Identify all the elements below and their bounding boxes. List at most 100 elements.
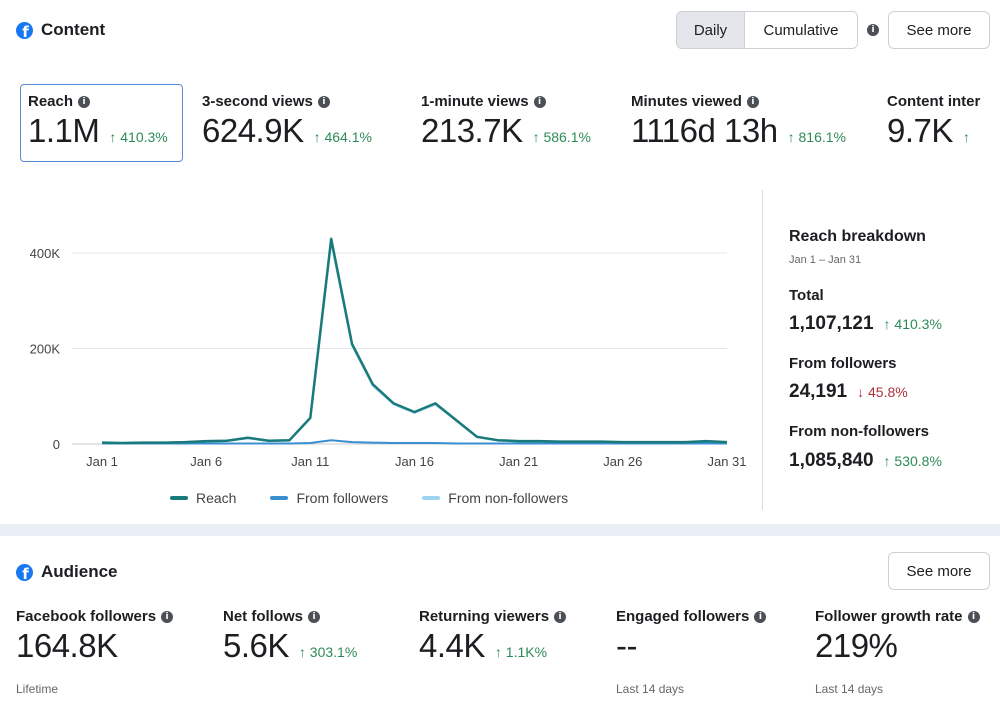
metric-value: 213.7K	[421, 112, 523, 149]
metric-value: 164.8K	[16, 627, 118, 664]
x-tick-label: Jan 31	[707, 454, 746, 469]
info-icon[interactable]: i	[78, 95, 91, 108]
metric-returning-viewers[interactable]: Returning viewers i 4.4K ↑ 1.1K%	[419, 608, 567, 665]
section-divider	[0, 524, 1000, 536]
legend-label: From followers	[296, 490, 389, 506]
x-tick-label: Jan 26	[603, 454, 642, 469]
metric-content-interactions[interactable]: Content inter 9.7K ↑	[887, 93, 1000, 171]
metric-label: Facebook followers	[16, 608, 157, 625]
metric-value: 624.9K	[202, 112, 304, 149]
x-tick-label: Jan 11	[291, 454, 329, 469]
chart-divider	[762, 190, 763, 510]
metric-label: Engaged followers	[616, 608, 750, 625]
y-tick-label: 200K	[30, 342, 61, 357]
metric-value: 4.4K	[419, 627, 485, 664]
info-icon[interactable]: i	[317, 95, 330, 108]
y-tick-label: 400K	[30, 246, 61, 261]
metric-facebook-followers[interactable]: Facebook followers i 164.8K	[16, 608, 174, 665]
breakdown-total-value: 1,107,121	[789, 313, 874, 334]
info-icon[interactable]: i	[746, 95, 759, 108]
info-icon[interactable]: i	[161, 610, 174, 623]
audience-see-more-button[interactable]: See more	[888, 552, 990, 590]
breakdown-followers-label: From followers	[789, 355, 897, 372]
info-icon[interactable]: i	[308, 610, 321, 623]
engaged-sub-label: Last 14 days	[616, 682, 685, 696]
metric-label: Reach	[28, 93, 74, 110]
breakdown-followers-value: 24,191	[789, 381, 848, 402]
cumulative-toggle-button[interactable]: Cumulative	[745, 12, 857, 48]
y-tick-label: 0	[53, 437, 60, 452]
breakdown-total-label: Total	[789, 287, 824, 304]
content-title: Content	[41, 20, 106, 39]
metric-reach[interactable]: Reach i 1.1M ↑ 410.3%	[20, 84, 183, 162]
breakdown-followers-row: 24,191 ↓ 45.8%	[789, 381, 908, 403]
content-section: f Content Daily Cumulative i See more Re…	[16, 11, 1000, 510]
daily-cumulative-toggle: Daily Cumulative	[676, 11, 858, 49]
x-tick-label: Jan 6	[190, 454, 222, 469]
breakdown-followers-delta: ↓ 45.8%	[857, 384, 908, 400]
metric-value: --	[616, 627, 637, 664]
metric-delta: ↑ 816.1%	[787, 129, 846, 145]
metric-minutes-viewed[interactable]: Minutes viewed i 1116d 13h ↑ 816.1%	[631, 93, 846, 171]
metric-delta: ↑ 1.1K%	[494, 644, 548, 660]
metric-net-follows[interactable]: Net follows i 5.6K ↑ 303.1%	[223, 608, 357, 665]
metric-delta: ↑ 464.1%	[313, 129, 372, 145]
audience-header: f Audience	[16, 562, 118, 582]
metric-delta: ↑ 303.1%	[298, 644, 358, 660]
breakdown-nonfollowers-label: From non-followers	[789, 423, 929, 440]
info-icon[interactable]: i	[754, 610, 767, 623]
content-see-more-button[interactable]: See more	[888, 11, 990, 49]
series-line-from-followers	[102, 439, 727, 445]
metric-value: 5.6K	[223, 627, 289, 664]
metric-label: 3-second views	[202, 93, 313, 110]
metric-follower-growth-rate[interactable]: Follower growth rate i 219%	[815, 608, 980, 665]
facebook-icon: f	[16, 563, 33, 581]
legend-swatch	[270, 496, 289, 500]
legend-swatch	[170, 496, 188, 500]
breakdown-total-row: 1,107,121 ↑ 410.3%	[789, 313, 942, 335]
daily-toggle-button[interactable]: Daily	[677, 12, 745, 48]
metric-value: 9.7K	[887, 112, 953, 149]
metric-3-second-views[interactable]: 3-second views i 624.9K ↑ 464.1%	[202, 93, 372, 171]
metric-label: Minutes viewed	[631, 93, 742, 110]
series-line-reach	[101, 237, 728, 445]
info-icon[interactable]: i	[867, 24, 879, 36]
metric-label: 1-minute views	[421, 93, 529, 110]
legend-item-from-followers[interactable]: From followers	[270, 490, 388, 506]
info-icon[interactable]: i	[533, 95, 546, 108]
x-tick-label: Jan 16	[395, 454, 434, 469]
breakdown-date-range: Jan 1 – Jan 31	[789, 254, 862, 266]
legend-item-from-non-followers[interactable]: From non-followers	[422, 490, 568, 506]
audience-title: Audience	[41, 562, 118, 581]
content-header: f Content	[16, 20, 105, 40]
metric-label: Content inter	[887, 93, 981, 110]
legend-item-reach[interactable]: Reach	[170, 490, 236, 506]
series-line-from-non-followers	[101, 241, 728, 445]
x-tick-label: Jan 21	[499, 454, 538, 469]
chart-legend: Reach From followers From non-followers	[170, 490, 568, 506]
breakdown-title: Reach breakdown	[789, 228, 926, 245]
metric-label: Net follows	[223, 608, 304, 625]
breakdown-nonfollowers-row: 1,085,840 ↑ 530.8%	[789, 450, 942, 472]
metric-engaged-followers[interactable]: Engaged followers i --	[616, 608, 767, 665]
breakdown-total-delta: ↑ 410.3%	[883, 316, 942, 332]
info-icon[interactable]: i	[554, 610, 567, 623]
metric-delta: ↑ 586.1%	[532, 129, 591, 145]
followers-sub-label: Lifetime	[16, 682, 59, 696]
metric-value: 219%	[815, 627, 898, 664]
metric-value: 1116d 13h	[631, 112, 778, 149]
reach-line-chart: 0 200K 400K Jan 1 Jan 6 Jan 11 Jan 16 Jan 21 Jan…	[30, 237, 747, 469]
breakdown-nonfollowers-value: 1,085,840	[789, 450, 874, 471]
legend-label: From non-followers	[448, 490, 569, 506]
facebook-icon: f	[16, 21, 33, 39]
metric-delta: ↑	[962, 129, 970, 145]
metric-label: Returning viewers	[419, 608, 550, 625]
metric-delta: ↑ 410.3%	[109, 129, 168, 145]
metric-value: 1.1M	[28, 112, 100, 149]
breakdown-nonfollowers-delta: ↑ 530.8%	[883, 453, 942, 469]
info-icon[interactable]: i	[967, 610, 980, 623]
legend-label: Reach	[196, 490, 237, 506]
metric-1-minute-views[interactable]: 1-minute views i 213.7K ↑ 586.1%	[421, 93, 591, 171]
x-tick-label: Jan 1	[86, 454, 118, 469]
growth-sub-label: Last 14 days	[815, 682, 884, 696]
